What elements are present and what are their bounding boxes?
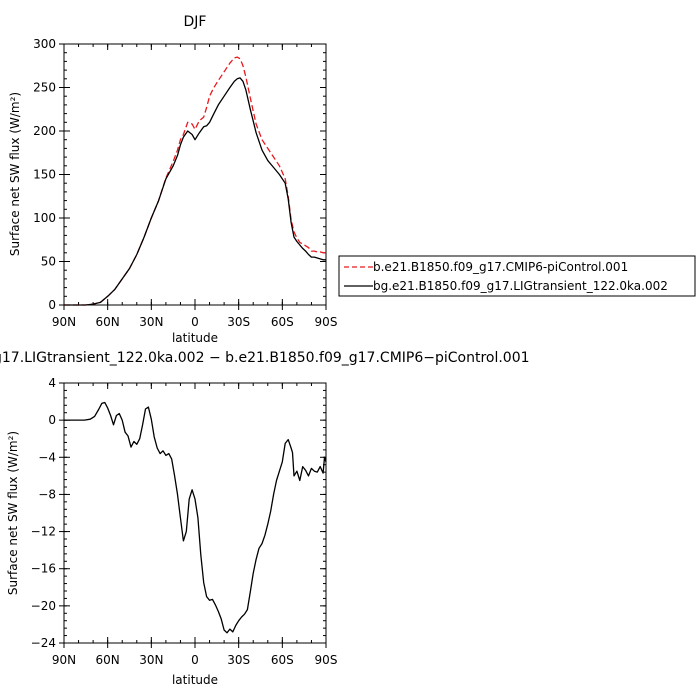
top-y-tick-label: 100	[33, 211, 56, 225]
bottom-x-axis: 90N 60N 30N 0 30S 60S 90S	[52, 383, 338, 667]
top-y-tick-label: 0	[48, 298, 56, 312]
top-plot-frame	[63, 43, 327, 306]
top-x-tick-label: 30N	[139, 315, 163, 329]
bottom-panel: bg.e21.B1850.f09_g17.LIGtransient_122.0k…	[0, 350, 530, 687]
bottom-plot-frame	[63, 382, 327, 644]
top-x-tick-label: 60N	[96, 315, 120, 329]
bottom-x-tick-label: 90S	[315, 653, 338, 667]
bottom-y-axis-label: Surface net SW flux (W/m²)	[6, 431, 20, 595]
bottom-x-tick-label: 30N	[139, 653, 163, 667]
top-y-tick-label: 200	[33, 124, 56, 138]
bottom-x-tick-label: 0	[191, 653, 199, 667]
top-y-tick-label: 50	[41, 255, 56, 269]
top-series-line-0	[64, 56, 326, 306]
bottom-y-tick-label: 0	[48, 413, 56, 427]
legend-label-LIGtransient: bg.e21.B1850.f09_g17.LIGtransient_122.0k…	[373, 279, 668, 293]
top-y-axis-label: Surface net SW flux (W/m²)	[8, 92, 22, 256]
bottom-y-tick-label: −16	[31, 562, 56, 576]
top-series-group	[64, 56, 326, 306]
top-x-tick-label: 60S	[271, 315, 294, 329]
top-x-tick-label: 0	[191, 315, 199, 329]
bottom-x-tick-label: 60S	[271, 653, 294, 667]
top-title: DJF	[184, 14, 207, 30]
bottom-y-tick-label: −4	[38, 450, 56, 464]
bottom-y-tick-label: −8	[38, 487, 56, 501]
bottom-series-group	[64, 401, 327, 634]
top-x-axis: 90N 60N 30N 0 30S 60S 90S	[52, 44, 338, 329]
bottom-y-tick-label: −20	[31, 599, 56, 613]
top-y-tick-label: 150	[33, 168, 56, 182]
top-x-tick-label: 90S	[315, 315, 338, 329]
legend-label-piControl: b.e21.B1850.f09_g17.CMIP6-piControl.001	[373, 260, 628, 274]
bottom-x-tick-label: 30S	[227, 653, 250, 667]
bottom-y-tick-label: −12	[31, 525, 56, 539]
bottom-title: bg.e21.B1850.f09_g17.LIGtransient_122.0k…	[0, 350, 530, 366]
top-y-tick-label: 250	[33, 81, 56, 95]
legend-box	[338, 255, 696, 297]
top-series-line-1	[64, 77, 326, 306]
bottom-x-tick-label: 90N	[52, 653, 76, 667]
bottom-x-axis-label: latitude	[172, 673, 218, 687]
top-x-axis-label: latitude	[172, 331, 218, 345]
bottom-y-tick-label: 4	[48, 376, 56, 390]
top-y-tick-label: 300	[33, 37, 56, 51]
top-y-axis: 0 50 100 150 200 250 300	[33, 37, 326, 312]
top-x-tick-label: 90N	[52, 315, 76, 329]
bottom-x-tick-label: 60N	[96, 653, 120, 667]
top-legend: b.e21.B1850.f09_g17.CMIP6-piControl.001 …	[338, 255, 696, 297]
bottom-y-tick-label: −24	[31, 636, 56, 650]
bottom-y-axis: 4 0 −4 −8 −12 −16 −20 −24	[31, 376, 326, 650]
bottom-series-line-0	[64, 401, 327, 634]
top-x-tick-label: 30S	[227, 315, 250, 329]
